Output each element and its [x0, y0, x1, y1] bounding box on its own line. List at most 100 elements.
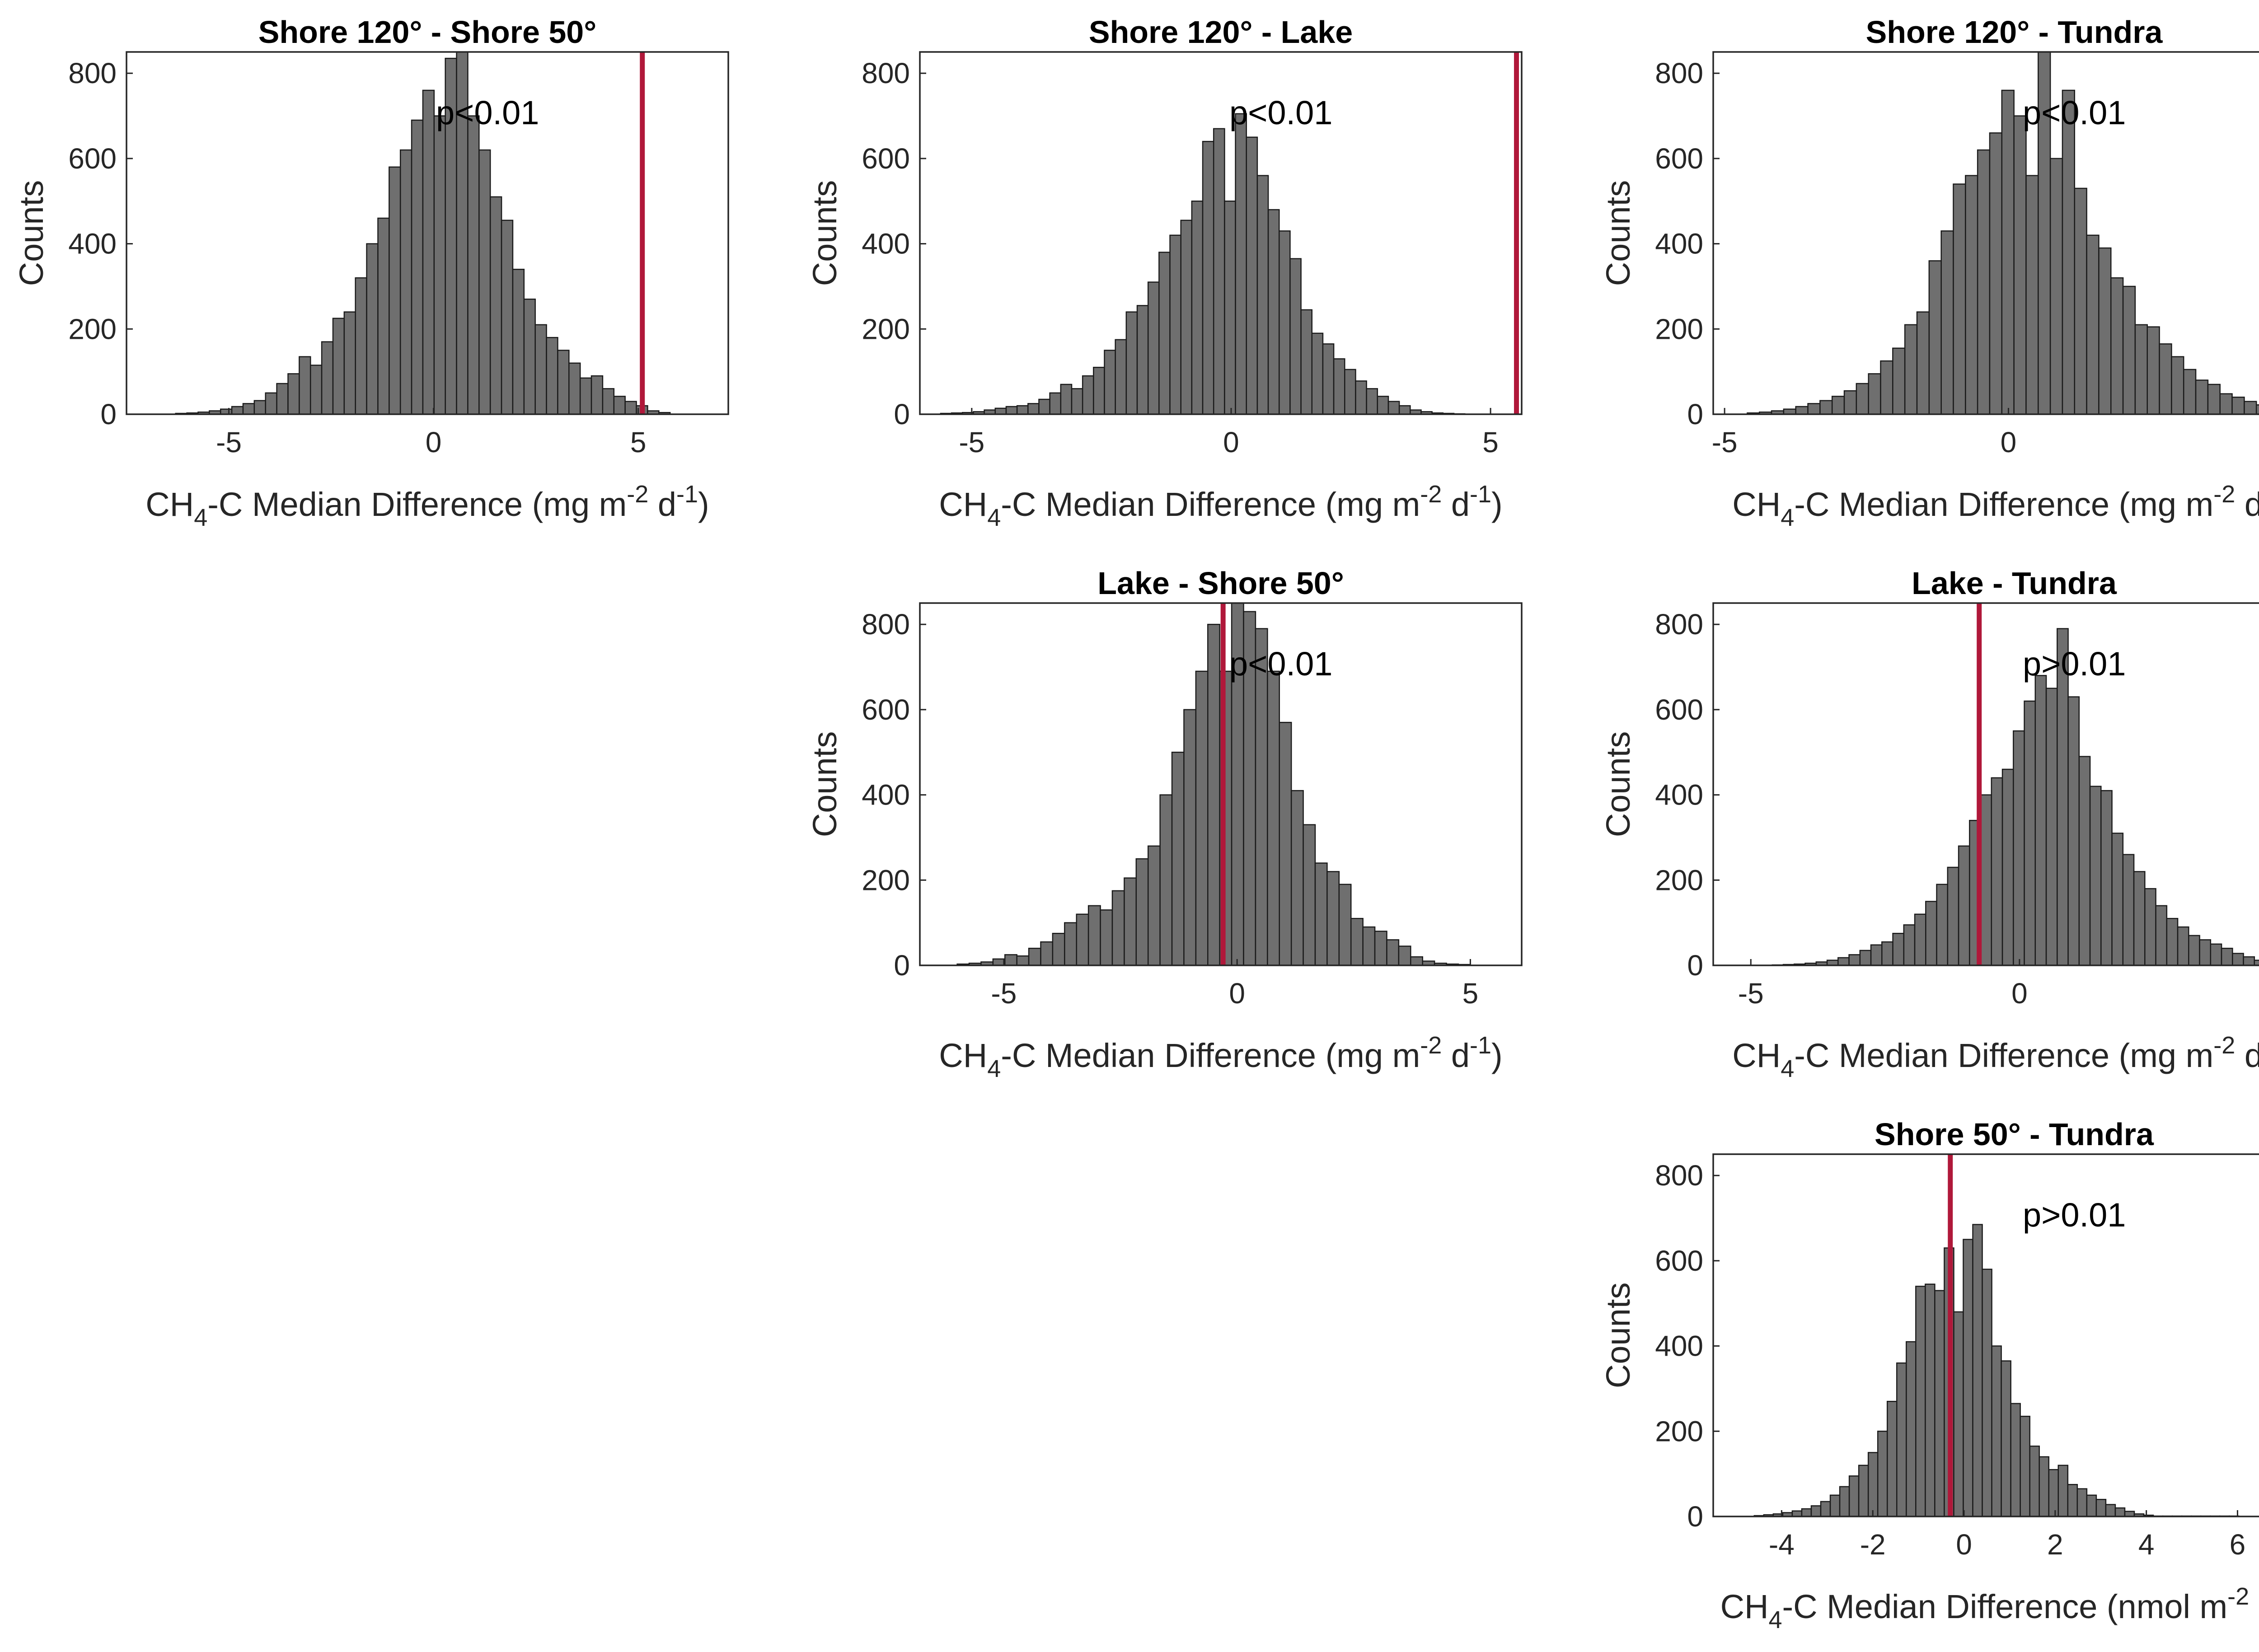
- y-axis-label: Counts: [1599, 1282, 1637, 1388]
- p-value-annotation: p<0.01: [1229, 94, 1332, 131]
- histogram-bar: [2122, 854, 2135, 965]
- y-axis-label: Counts: [1599, 180, 1637, 286]
- x-tick-label: 5: [1462, 977, 1479, 1010]
- histogram-bar: [2048, 1469, 2059, 1516]
- x-tick-label: -4: [1769, 1528, 1795, 1561]
- histogram-bar: [1980, 794, 1992, 965]
- histogram-bar: [1791, 1510, 1803, 1516]
- histogram-bar: [1972, 1224, 1983, 1516]
- histogram-bar: [2067, 696, 2080, 965]
- histogram-bar: [242, 403, 255, 414]
- histogram-bar: [1016, 955, 1030, 965]
- histogram-bar: [1180, 220, 1193, 414]
- histogram-bar: [1839, 1486, 1850, 1516]
- histogram-bar: [2147, 326, 2160, 414]
- chart-s120-lake: 0 200 400 600 800 -5 0 5 Shore 120° - Lake Counts…: [806, 14, 1523, 531]
- histogram-bar: [2100, 790, 2113, 965]
- histogram-bar: [1377, 396, 1389, 414]
- y-tick-label: 600: [1655, 693, 1703, 726]
- histogram-bar: [2221, 948, 2233, 965]
- histogram-bar: [2057, 1465, 2069, 1516]
- histogram-bar: [557, 350, 570, 414]
- histogram-bar: [1991, 777, 2003, 965]
- histogram-bar: [1843, 390, 1857, 414]
- histogram-bar: [1398, 405, 1411, 414]
- histogram-bar: [299, 356, 311, 414]
- histogram-bar: [1877, 1431, 1888, 1516]
- histogram-bar: [2177, 926, 2189, 965]
- histogram-bar: [2045, 688, 2058, 965]
- x-axis-label: CH4-C Median Difference (mg m-2 d-1): [939, 1032, 1502, 1082]
- axes-frame: [1712, 602, 2259, 966]
- histogram-bar: [1093, 366, 1105, 414]
- histogram-bar: [1040, 941, 1054, 965]
- histogram-bar: [1906, 1341, 1917, 1516]
- p-value-annotation: p<0.01: [2023, 94, 2126, 131]
- histogram-bar: [2122, 285, 2136, 414]
- x-axis-label: CH4-C Median Difference (nmol m-2 s-1): [1720, 1583, 2259, 1633]
- x-tick-label: -5: [991, 977, 1017, 1010]
- histogram-bar: [1071, 388, 1083, 414]
- x-tick-label: 0: [1229, 977, 1245, 1010]
- histogram-bar: [1398, 945, 1411, 965]
- histogram-bar: [1289, 258, 1302, 414]
- histogram-bar: [1880, 360, 1893, 414]
- chart-title: Shore 120° - Lake: [1089, 14, 1353, 50]
- histogram-bar: [2010, 1403, 2021, 1516]
- x-tick-label: 0: [426, 426, 442, 459]
- histogram-bar: [1947, 866, 1959, 965]
- histogram-bar: [1916, 311, 1930, 414]
- histogram-bar: [2034, 675, 2047, 965]
- histogram-bar: [1064, 922, 1077, 965]
- histogram-bar: [2078, 756, 2091, 965]
- histogram-bar: [2166, 917, 2179, 965]
- histogram-bar: [2095, 1499, 2107, 1516]
- histogram-bar: [1136, 305, 1149, 414]
- histogram-bar: [1344, 369, 1356, 414]
- histogram-bar: [1856, 383, 1869, 414]
- histogram-bar: [231, 406, 244, 414]
- histogram-bar: [2254, 959, 2259, 965]
- chart-s120-s50: 0 200 400 600 800 -5 0 5 Shore 120° - Shore 50° C…: [13, 14, 729, 531]
- histogram-bar: [2039, 1456, 2049, 1516]
- histogram-bar: [1207, 623, 1220, 965]
- x-tick-label: -2: [1860, 1528, 1886, 1561]
- p-value-annotation: p>0.01: [2023, 1196, 2126, 1234]
- histogram-bar: [534, 324, 547, 414]
- histogram-bar: [433, 115, 446, 414]
- y-tick-label: 0: [894, 398, 910, 431]
- y-tick-label: 600: [862, 693, 910, 726]
- histogram-bar: [1934, 1290, 1945, 1516]
- histogram-bar: [1953, 183, 1966, 414]
- histogram-bar: [1147, 281, 1160, 414]
- y-tick-label: 200: [1655, 864, 1703, 896]
- histogram-bar: [2199, 939, 2212, 965]
- x-tick-label: 5: [1482, 426, 1499, 459]
- y-tick-label: 400: [1655, 1330, 1703, 1362]
- histogram-bar: [1087, 905, 1101, 965]
- histogram-bar: [1111, 890, 1125, 965]
- histogram-bar: [1858, 1465, 1869, 1516]
- histogram-bar: [2001, 768, 2014, 965]
- histogram-bar: [1914, 913, 1926, 965]
- p-value-annotation: p<0.01: [436, 94, 539, 131]
- bars: [1753, 1224, 2240, 1516]
- histogram-bar: [1386, 939, 1400, 965]
- histogram-bar: [1355, 380, 1367, 414]
- histogram-bar: [2219, 393, 2233, 414]
- histogram-bar: [591, 375, 604, 414]
- y-tick-label: 0: [894, 949, 910, 982]
- histogram-bar: [1867, 1452, 1879, 1516]
- histogram-bar: [2210, 943, 2222, 965]
- histogram-bar: [1195, 670, 1209, 965]
- histogram-bar: [2134, 324, 2148, 414]
- bars: [956, 603, 1471, 965]
- histogram-bar: [2074, 187, 2087, 414]
- histogram-bar: [1925, 901, 1937, 965]
- histogram-bar: [2020, 1416, 2030, 1516]
- x-tick-label: 4: [2138, 1528, 2155, 1561]
- histogram-bar: [1082, 375, 1094, 414]
- y-tick-label: 400: [1655, 779, 1703, 811]
